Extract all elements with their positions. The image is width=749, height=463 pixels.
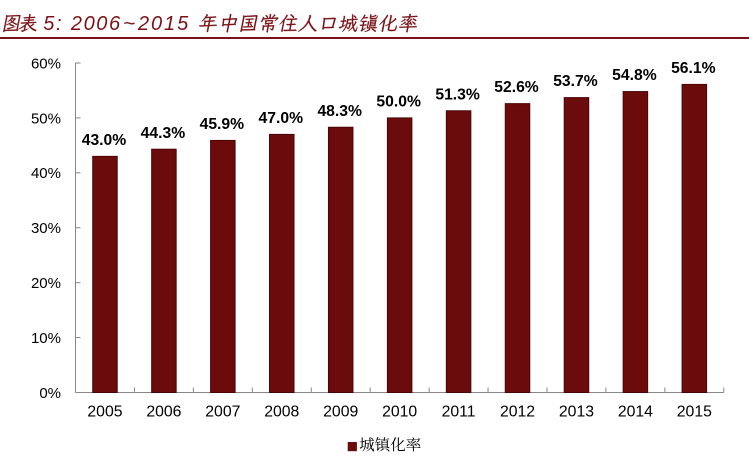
svg-text:44.3%: 44.3% — [141, 125, 186, 142]
svg-text:2007: 2007 — [205, 404, 240, 421]
svg-text:0%: 0% — [39, 385, 61, 402]
svg-text:43.0%: 43.0% — [82, 132, 127, 149]
svg-text:2005: 2005 — [87, 404, 122, 421]
svg-text:2010: 2010 — [382, 404, 417, 421]
svg-text:20%: 20% — [31, 275, 61, 292]
svg-text:2015: 2015 — [677, 404, 712, 421]
svg-text:~: ~ — [123, 13, 136, 35]
svg-text:47.0%: 47.0% — [259, 110, 304, 127]
svg-text:54.8%: 54.8% — [612, 67, 657, 84]
svg-text:5:: 5: — [43, 13, 63, 35]
svg-text:48.3%: 48.3% — [317, 103, 362, 120]
svg-text:10%: 10% — [31, 330, 61, 347]
svg-text:2008: 2008 — [264, 404, 299, 421]
svg-text:56.1%: 56.1% — [671, 60, 716, 77]
svg-text:45.9%: 45.9% — [200, 116, 245, 133]
svg-text:40%: 40% — [31, 165, 61, 182]
svg-text:2009: 2009 — [323, 404, 358, 421]
svg-text:51.3%: 51.3% — [435, 86, 480, 103]
svg-text:52.6%: 52.6% — [494, 79, 539, 96]
svg-text:53.7%: 53.7% — [553, 73, 598, 90]
svg-text:2015: 2015 — [137, 13, 190, 35]
svg-text:60%: 60% — [31, 55, 61, 72]
svg-text:2013: 2013 — [559, 404, 594, 421]
svg-text:50.0%: 50.0% — [376, 94, 421, 111]
svg-text:30%: 30% — [31, 220, 61, 237]
svg-text:2012: 2012 — [500, 404, 535, 421]
svg-text:2011: 2011 — [442, 404, 476, 421]
svg-text:2014: 2014 — [618, 404, 653, 421]
svg-text:2006: 2006 — [70, 13, 122, 35]
svg-text:2006: 2006 — [146, 404, 181, 421]
svg-text:50%: 50% — [31, 110, 61, 127]
